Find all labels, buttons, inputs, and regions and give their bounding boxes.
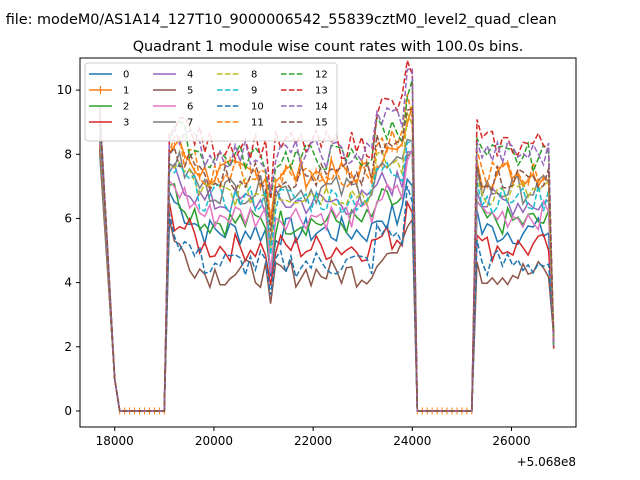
series-line-5 [99,138,555,412]
legend-entry-0: 0 [89,70,129,81]
legend-entry-6: 6 [153,102,193,113]
legend-entry-2: 2 [89,102,129,113]
legend-label: 5 [187,86,193,97]
x-tick-label: 22000 [294,434,332,448]
legend-label: 10 [251,102,264,113]
legend-label: 8 [251,70,257,81]
y-tick-label: 4 [64,276,72,290]
y-tick-label: 2 [64,340,72,354]
plot-area-frame [79,57,577,428]
legend-entry-7: 7 [153,118,193,129]
legend-entry-14: 14 [281,102,328,113]
legend-label: 2 [123,102,129,113]
legend-label: 14 [315,102,328,113]
series-line-15 [99,106,555,412]
legend-entry-8: 8 [217,70,257,81]
legend-label: 12 [315,70,328,81]
y-tick-label: 0 [64,404,72,418]
legend-label: 0 [123,70,129,81]
y-tick-label: 6 [64,211,72,225]
legend-entry-5: 5 [153,86,193,97]
legend-entry-10: 10 [217,102,264,113]
legend-box [84,62,338,142]
series-line-14 [99,68,555,412]
legend-entry-15: 15 [281,118,328,129]
chart-title: Quadrant 1 module wise count rates with … [133,39,524,55]
legend-label: 3 [123,118,129,129]
y-tick-label: 10 [57,83,72,97]
series-line-3 [99,144,555,412]
legend-label: 11 [251,118,264,129]
y-axis: 0 2 4 6 8 10 [57,83,80,418]
legend-label: 6 [187,102,193,113]
legend-entry-12: 12 [281,70,328,81]
legend-label: 1 [123,86,129,97]
figure-suptitle: n file: modeM0/AS1A14_127T10_9000006542_… [0,12,557,28]
x-axis: 18000 20000 22000 24000 26000 [96,427,531,448]
series-line-10 [99,122,555,412]
legend-label: 13 [315,86,328,97]
x-tick-label: 18000 [96,434,134,448]
x-tick-label: 26000 [492,434,530,448]
legend-entry-11: 11 [217,118,264,129]
legend-entry-4: 4 [153,70,193,81]
legend-entry-9: 9 [217,86,257,97]
legend-label: 9 [251,86,257,97]
x-tick-label: 20000 [195,434,233,448]
y-tick-label: 8 [64,147,72,161]
legend-entry-3: 3 [89,118,129,129]
legend-label: 15 [315,118,328,129]
legend-label: 4 [187,70,193,81]
legend-entry-13: 13 [281,86,328,97]
x-tick-label: 24000 [393,434,431,448]
legend-entry-1: 1 [89,86,129,97]
x-axis-offset-label: +5.068e8 [517,455,576,469]
legend-label: 7 [187,118,193,129]
